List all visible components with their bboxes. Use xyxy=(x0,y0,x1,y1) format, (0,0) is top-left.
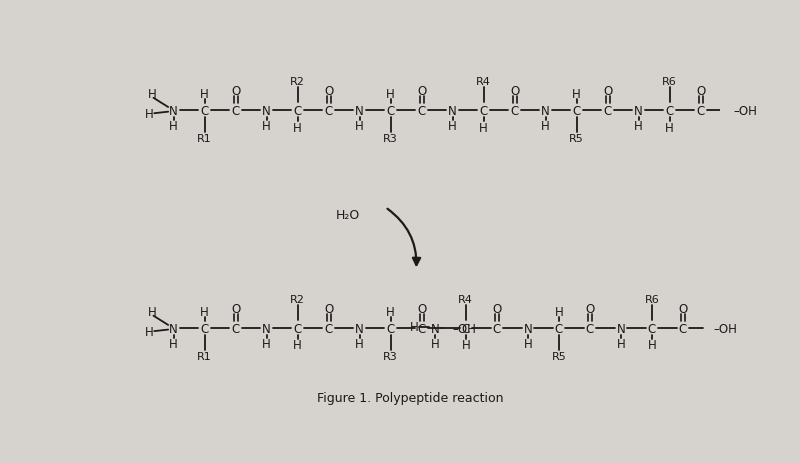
Text: C: C xyxy=(386,322,394,335)
Text: H: H xyxy=(634,120,643,133)
Text: C: C xyxy=(294,104,302,117)
Text: H: H xyxy=(294,121,302,134)
Text: H: H xyxy=(666,121,674,134)
Text: H: H xyxy=(262,120,271,133)
Text: H: H xyxy=(147,88,156,100)
Text: R1: R1 xyxy=(198,351,212,361)
Text: H: H xyxy=(145,108,154,121)
Text: R6: R6 xyxy=(645,294,659,304)
Text: C: C xyxy=(418,104,426,117)
Text: O: O xyxy=(417,303,426,316)
Text: H: H xyxy=(430,337,439,350)
Text: O: O xyxy=(678,303,687,316)
Text: H: H xyxy=(200,88,209,100)
Text: C: C xyxy=(231,104,240,117)
Text: H₂O: H₂O xyxy=(336,208,360,221)
Text: H: H xyxy=(386,305,395,318)
Text: C: C xyxy=(325,322,333,335)
Text: C: C xyxy=(201,322,209,335)
Text: C: C xyxy=(493,322,501,335)
Text: N: N xyxy=(355,322,364,335)
Text: O: O xyxy=(417,85,426,98)
Text: N: N xyxy=(448,104,457,117)
Text: O: O xyxy=(603,85,612,98)
Text: N: N xyxy=(430,322,439,335)
Text: R3: R3 xyxy=(383,133,398,144)
Text: C: C xyxy=(294,322,302,335)
Text: H: H xyxy=(410,320,418,333)
Text: C: C xyxy=(648,322,656,335)
Text: H: H xyxy=(479,121,488,134)
Text: –OH: –OH xyxy=(714,322,738,335)
Text: H: H xyxy=(462,339,470,352)
Text: R5: R5 xyxy=(551,351,566,361)
Text: R2: R2 xyxy=(290,294,305,304)
Text: O: O xyxy=(231,85,240,98)
Text: C: C xyxy=(678,322,687,335)
Text: H: H xyxy=(542,120,550,133)
Text: H: H xyxy=(355,120,364,133)
Text: H: H xyxy=(386,88,395,100)
Text: N: N xyxy=(617,322,625,335)
Text: R2: R2 xyxy=(290,77,305,87)
Text: C: C xyxy=(603,104,612,117)
Text: H: H xyxy=(448,120,457,133)
Text: O: O xyxy=(510,85,519,98)
Text: O: O xyxy=(324,85,334,98)
Text: N: N xyxy=(170,104,178,117)
Text: C: C xyxy=(231,322,240,335)
Text: R5: R5 xyxy=(570,133,584,144)
Text: H: H xyxy=(145,325,154,338)
Text: H: H xyxy=(170,120,178,133)
Text: H: H xyxy=(200,305,209,318)
Text: H: H xyxy=(572,88,581,100)
Text: C: C xyxy=(697,104,705,117)
Text: O: O xyxy=(324,303,334,316)
Text: O: O xyxy=(231,303,240,316)
Text: N: N xyxy=(170,322,178,335)
Text: O: O xyxy=(492,303,502,316)
Text: R4: R4 xyxy=(476,77,491,87)
Text: N: N xyxy=(262,322,271,335)
Text: C: C xyxy=(666,104,674,117)
Text: C: C xyxy=(573,104,581,117)
Text: C: C xyxy=(325,104,333,117)
Text: C: C xyxy=(462,322,470,335)
Text: H: H xyxy=(523,337,532,350)
Text: C: C xyxy=(586,322,594,335)
Text: –OH: –OH xyxy=(733,104,757,117)
Text: O: O xyxy=(696,85,706,98)
Text: C: C xyxy=(510,104,518,117)
Text: C: C xyxy=(479,104,488,117)
Text: H: H xyxy=(262,337,271,350)
FancyArrowPatch shape xyxy=(387,209,420,265)
Text: R3: R3 xyxy=(383,351,398,361)
Text: O: O xyxy=(585,303,594,316)
Text: N: N xyxy=(355,104,364,117)
Text: H: H xyxy=(170,337,178,350)
Text: C: C xyxy=(554,322,563,335)
Text: N: N xyxy=(262,104,271,117)
Text: H: H xyxy=(147,305,156,318)
Text: C: C xyxy=(386,104,394,117)
Text: R4: R4 xyxy=(458,294,474,304)
Text: N: N xyxy=(542,104,550,117)
Text: H: H xyxy=(617,337,625,350)
Text: H: H xyxy=(355,337,364,350)
Text: C: C xyxy=(418,322,426,335)
Text: Figure 1. Polypeptide reaction: Figure 1. Polypeptide reaction xyxy=(317,391,503,404)
Text: R6: R6 xyxy=(662,77,677,87)
Text: H: H xyxy=(647,339,656,352)
Text: –OH: –OH xyxy=(453,322,477,335)
Text: R1: R1 xyxy=(198,133,212,144)
Text: H: H xyxy=(554,305,563,318)
Text: H: H xyxy=(294,339,302,352)
Text: N: N xyxy=(523,322,532,335)
Text: N: N xyxy=(634,104,643,117)
Text: C: C xyxy=(201,104,209,117)
